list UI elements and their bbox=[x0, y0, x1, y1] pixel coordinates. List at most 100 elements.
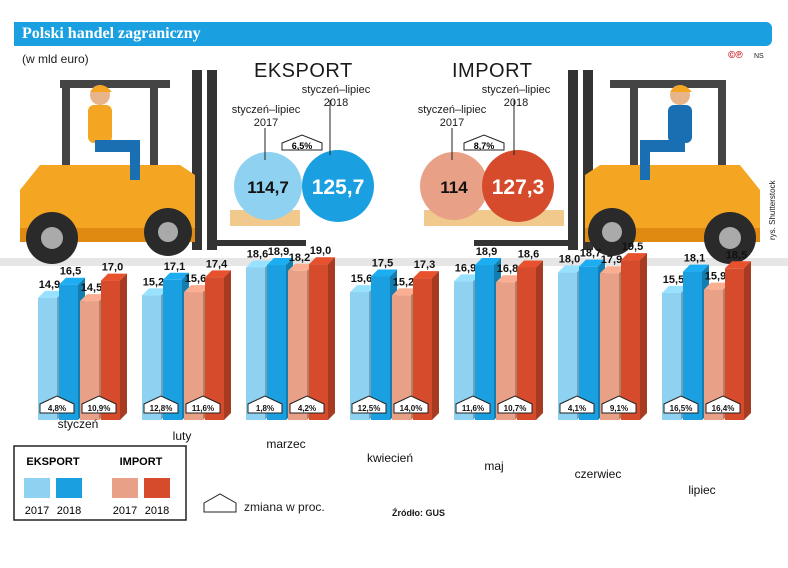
import-change-value: 8,7% bbox=[474, 141, 495, 151]
export-change-arrow-icon bbox=[247, 395, 283, 414]
bar-top bbox=[558, 265, 584, 273]
export-change-arrow-icon bbox=[455, 395, 491, 414]
legend-swatch-export-2018 bbox=[56, 478, 82, 498]
import-change-arrow-icon bbox=[81, 395, 117, 414]
export-change-arrow-icon bbox=[559, 395, 595, 414]
data-label: 16,9 bbox=[455, 262, 476, 274]
change-arrow-icon bbox=[203, 493, 237, 513]
forklift-left-icon bbox=[20, 70, 306, 264]
legend-swatch-export-2017 bbox=[24, 478, 50, 498]
legend-year-import-2018: 2018 bbox=[145, 505, 169, 517]
bar bbox=[517, 267, 536, 420]
month-label: luty bbox=[173, 429, 192, 443]
bar-top bbox=[454, 274, 480, 282]
bar-side bbox=[120, 273, 127, 420]
bar-top bbox=[704, 282, 730, 290]
data-label: 18,7 bbox=[580, 248, 601, 260]
data-label: 19,0 bbox=[310, 245, 331, 257]
export-2018-value: 125,7 bbox=[312, 176, 365, 199]
import-period-2017: styczeń–lipiec 2017 bbox=[417, 104, 487, 129]
data-label: 18,6 bbox=[247, 248, 268, 260]
month-label: lipiec bbox=[688, 483, 715, 497]
import-change-arrow-icon bbox=[289, 395, 325, 414]
export-change-label: 1,8% bbox=[256, 404, 274, 413]
data-label: 14,9 bbox=[39, 279, 60, 291]
bar-side bbox=[744, 261, 751, 420]
bar bbox=[454, 281, 473, 420]
import-change-arrow-icon bbox=[463, 134, 505, 151]
bar-side bbox=[640, 253, 647, 420]
bar-top bbox=[38, 290, 64, 298]
bar-top bbox=[142, 288, 168, 296]
export-change-arrow-icon bbox=[39, 395, 75, 414]
bar-top bbox=[683, 264, 709, 272]
import-change-arrow-icon bbox=[497, 395, 533, 414]
publisher-logo: ©℗ bbox=[728, 50, 743, 61]
import-change-label: 10,9% bbox=[88, 404, 111, 413]
import-2017-value: 114 bbox=[440, 178, 468, 197]
legend-year-import-2017: 2017 bbox=[113, 505, 137, 517]
legend-swatch-import-2018 bbox=[144, 478, 170, 498]
bar-top bbox=[80, 294, 106, 302]
page-title: Polski handel zagraniczny bbox=[22, 25, 201, 42]
export-change-value: 6,5% bbox=[292, 141, 313, 151]
data-label: 18,0 bbox=[559, 253, 580, 265]
data-label: 18,9 bbox=[476, 246, 497, 258]
bar-side bbox=[224, 270, 231, 420]
bar-top bbox=[184, 285, 210, 293]
bar-top bbox=[496, 275, 522, 283]
import-change-arrow-icon bbox=[185, 395, 221, 414]
bar-side bbox=[536, 260, 543, 420]
bar-top bbox=[600, 266, 626, 274]
bar bbox=[413, 278, 432, 420]
bar bbox=[80, 301, 99, 420]
data-label: 15,5 bbox=[663, 274, 684, 286]
export-2017-ball bbox=[234, 152, 302, 220]
data-label: 14,5 bbox=[81, 282, 102, 294]
bar-side bbox=[432, 271, 439, 420]
data-label: 18,5 bbox=[726, 249, 747, 261]
import-change-label: 9,1% bbox=[610, 404, 628, 413]
bar bbox=[205, 277, 224, 420]
bar-top bbox=[288, 263, 314, 271]
bar bbox=[662, 292, 681, 420]
export-change-label: 12,8% bbox=[150, 404, 173, 413]
export-change-label: 12,5% bbox=[358, 404, 381, 413]
data-label: 16,8 bbox=[497, 263, 518, 275]
legend-box bbox=[13, 445, 187, 521]
legend-swatch-import-2017 bbox=[112, 478, 138, 498]
data-label: 19,5 bbox=[622, 241, 643, 253]
bar-top bbox=[246, 260, 272, 268]
bar bbox=[267, 265, 286, 420]
export-2018-ball bbox=[302, 150, 374, 222]
unit-label: (w mld euro) bbox=[22, 52, 89, 66]
bar-top bbox=[371, 269, 397, 277]
import-change-arrow-icon bbox=[393, 395, 429, 414]
bar bbox=[371, 276, 390, 420]
export-change-label: 11,6% bbox=[462, 404, 484, 413]
bar-side bbox=[328, 257, 335, 420]
data-label: 18,2 bbox=[289, 252, 310, 264]
month-label: marzec bbox=[266, 437, 305, 451]
bar bbox=[142, 295, 161, 420]
data-label: 17,9 bbox=[601, 254, 622, 266]
bar-top bbox=[101, 273, 127, 281]
import-change-label: 4,2% bbox=[298, 404, 316, 413]
import-2017-ball bbox=[420, 152, 488, 220]
bar bbox=[475, 265, 494, 420]
bar-top bbox=[350, 285, 376, 293]
export-change-arrow-icon bbox=[351, 395, 387, 414]
bar-top bbox=[662, 285, 688, 293]
bar bbox=[704, 289, 723, 420]
data-label: 18,9 bbox=[268, 246, 289, 258]
import-change-arrow-icon bbox=[705, 395, 741, 414]
author-initials: NS bbox=[754, 53, 764, 60]
legend-year-export-2017: 2017 bbox=[25, 505, 49, 517]
import-change-label: 16,4% bbox=[712, 404, 735, 413]
data-label: 17,0 bbox=[102, 262, 123, 274]
month-label: maj bbox=[484, 459, 503, 473]
export-2017-value: 114,7 bbox=[247, 178, 289, 197]
import-change-label: 14,0% bbox=[400, 404, 423, 413]
